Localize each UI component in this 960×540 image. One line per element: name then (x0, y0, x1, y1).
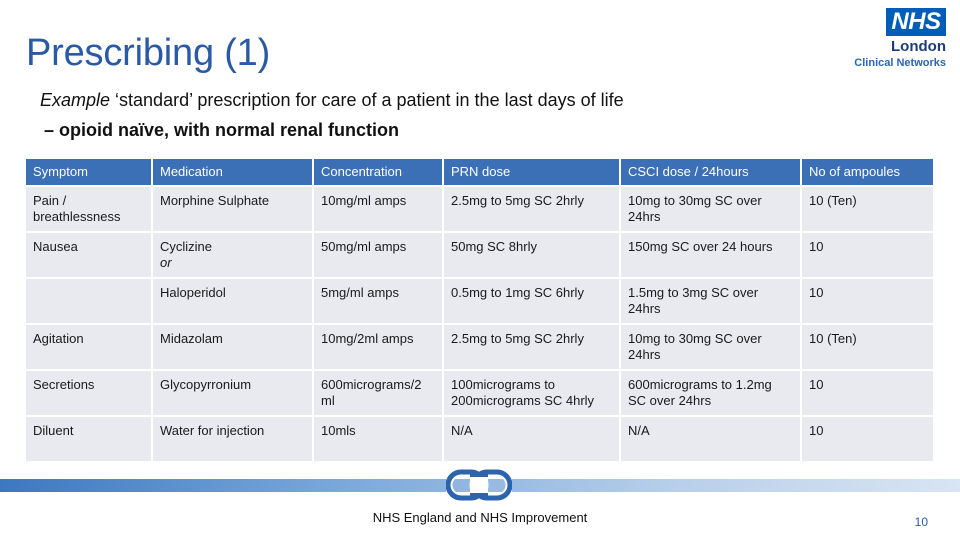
cell-prn: 2.5mg to 5mg SC 2hrly (442, 323, 621, 371)
header-csci-dose: CSCI dose / 24hours (619, 157, 802, 187)
cell-ampoules: 10 (Ten) (800, 323, 935, 371)
cell-csci: 1.5mg to 3mg SC over 24hrs (619, 277, 802, 325)
table-row: Secretions Glycopyrronium 600micrograms/… (24, 369, 935, 417)
logo-line-london: London (891, 38, 946, 55)
cell-symptom: Secretions (24, 369, 153, 417)
nhs-logo-box: NHS (886, 8, 946, 36)
cell-symptom: Agitation (24, 323, 153, 371)
cell-concentration: 600micrograms/2 ml (312, 369, 444, 417)
header-ampoules: No of ampoules (800, 157, 935, 187)
medication-or: or (160, 255, 172, 270)
cell-medication: Water for injection (151, 415, 314, 463)
cell-ampoules: 10 (800, 415, 935, 463)
header-concentration: Concentration (312, 157, 444, 187)
header-symptom: Symptom (24, 157, 153, 187)
cell-prn: 100micrograms to 200micrograms SC 4hrly (442, 369, 621, 417)
page-title: Prescribing (1) (26, 32, 271, 74)
cell-prn: N/A (442, 415, 621, 463)
cell-ampoules: 10 (800, 231, 935, 279)
cell-ampoules: 10 (800, 277, 935, 325)
table-row: Pain / breathlessness Morphine Sulphate … (24, 185, 935, 233)
subtitle-italic: Example (40, 90, 111, 110)
cell-medication: Cyclizine or (151, 231, 314, 279)
nhs-london-logo: NHS London Clinical Networks (848, 8, 946, 72)
logo-line-networks: Clinical Networks (854, 57, 946, 69)
cell-csci: N/A (619, 415, 802, 463)
cell-concentration: 10mls (312, 415, 444, 463)
cell-symptom (24, 277, 153, 325)
cell-csci: 10mg to 30mg SC over 24hrs (619, 323, 802, 371)
cell-concentration: 5mg/ml amps (312, 277, 444, 325)
subtitle-condition: – opioid naïve, with normal renal functi… (44, 120, 400, 140)
cell-symptom: Pain / breathlessness (24, 185, 153, 233)
subtitle: Example ‘standard’ prescription for care… (40, 90, 624, 111)
table-row: Haloperidol 5mg/ml amps 0.5mg to 1mg SC … (24, 277, 935, 325)
cell-prn: 50mg SC 8hrly (442, 231, 621, 279)
page-number: 10 (914, 515, 928, 529)
header-medication: Medication (151, 157, 314, 187)
cell-symptom: Diluent (24, 415, 153, 463)
cell-symptom: Nausea (24, 231, 153, 279)
cell-medication: Glycopyrronium (151, 369, 314, 417)
cell-ampoules: 10 (800, 369, 935, 417)
cell-concentration: 10mg/2ml amps (312, 323, 444, 371)
table-header-row: Symptom Medication Concentration PRN dos… (24, 157, 935, 187)
cell-csci: 600micrograms to 1.2mg SC over 24hrs (619, 369, 802, 417)
table-row: Diluent Water for injection 10mls N/A N/… (24, 415, 935, 463)
header-prn-dose: PRN dose (442, 157, 621, 187)
cell-csci: 150mg SC over 24 hours (619, 231, 802, 279)
cell-prn: 2.5mg to 5mg SC 2hrly (442, 185, 621, 233)
cell-medication: Haloperidol (151, 277, 314, 325)
cell-ampoules: 10 (Ten) (800, 185, 935, 233)
cell-concentration: 50mg/ml amps (312, 231, 444, 279)
prescription-table: Symptom Medication Concentration PRN dos… (24, 157, 935, 463)
table-row: Agitation Midazolam 10mg/2ml amps 2.5mg … (24, 323, 935, 371)
subtitle-rest: ‘standard’ prescription for care of a pa… (110, 90, 624, 110)
cell-concentration: 10mg/ml amps (312, 185, 444, 233)
cell-csci: 10mg to 30mg SC over 24hrs (619, 185, 802, 233)
cell-medication: Morphine Sulphate (151, 185, 314, 233)
cell-prn: 0.5mg to 1mg SC 6hrly (442, 277, 621, 325)
footer-text: NHS England and NHS Improvement (372, 510, 588, 525)
table-row: Nausea Cyclizine or 50mg/ml amps 50mg SC… (24, 231, 935, 279)
cell-medication: Midazolam (151, 323, 314, 371)
chain-link-icon (446, 469, 512, 501)
medication-name: Cyclizine (160, 239, 213, 254)
